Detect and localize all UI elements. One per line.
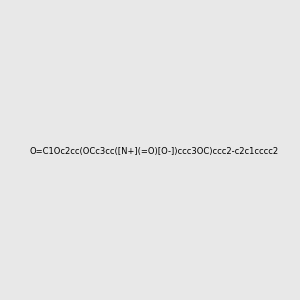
Text: O=C1Oc2cc(OCc3cc([N+](=O)[O-])ccc3OC)ccc2-c2c1cccc2: O=C1Oc2cc(OCc3cc([N+](=O)[O-])ccc3OC)ccc… — [29, 147, 278, 156]
